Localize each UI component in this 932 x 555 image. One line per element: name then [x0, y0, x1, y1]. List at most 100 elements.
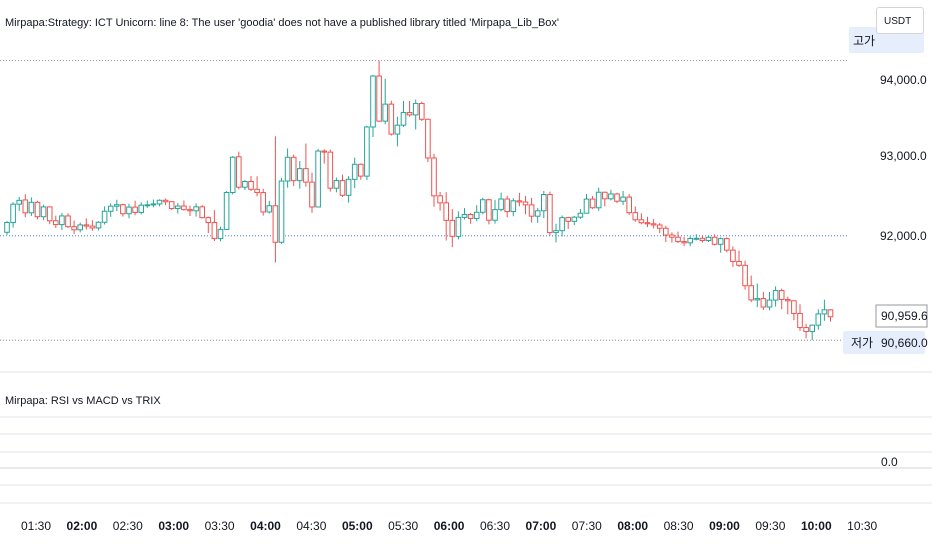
candle-body	[724, 238, 730, 251]
candle-body	[473, 211, 480, 219]
candle-body	[419, 102, 425, 120]
candle-body	[297, 168, 303, 182]
candle-body	[449, 219, 456, 237]
time-tick-label: 07:30	[572, 519, 602, 533]
candle-body	[303, 168, 309, 183]
candle-body	[412, 102, 419, 116]
candle-body	[693, 237, 700, 240]
candle-body	[656, 224, 663, 229]
candle-body	[162, 199, 169, 203]
candle-body	[199, 206, 205, 219]
indicator-pane: 0.0	[0, 416, 932, 486]
price-axis[interactable]: 94,000.0 93,000.0 92,000.0 고가 90,959.6 저…	[843, 27, 928, 354]
candle-body	[248, 181, 254, 190]
candle-body	[431, 157, 437, 197]
candle-body	[315, 150, 321, 208]
candle-body	[547, 194, 553, 234]
candle-body	[138, 204, 144, 213]
candle-body	[687, 238, 694, 244]
candle-body	[278, 180, 285, 243]
candle-body	[791, 300, 797, 314]
candle-body	[144, 204, 151, 207]
time-tick-label: 06:00	[434, 519, 465, 533]
candle-body	[559, 217, 565, 232]
candle-body	[772, 290, 779, 301]
candle-body	[95, 221, 102, 229]
time-axis[interactable]: 01:30 02:00 02:30 03:00 03:30 04:00 04:30 05:00…	[21, 519, 878, 533]
high-label: 고가	[853, 34, 875, 48]
candle-body	[107, 205, 114, 212]
candle-body	[175, 205, 181, 209]
time-tick-label: 10:00	[801, 519, 832, 533]
candle-body	[754, 298, 761, 301]
current-price-badge	[875, 304, 928, 328]
candle-body	[522, 201, 529, 206]
candle-body	[760, 298, 767, 308]
candle-body	[223, 191, 230, 230]
candle-body	[583, 198, 590, 214]
candle-body	[40, 206, 47, 218]
candle-body	[437, 195, 443, 204]
candle-body	[516, 200, 523, 203]
candle-body	[272, 205, 279, 243]
candle-body	[748, 285, 755, 301]
candle-body	[467, 214, 474, 219]
time-tick-label: 02:00	[67, 519, 98, 533]
candle-body	[614, 193, 620, 202]
candle-body	[65, 215, 71, 228]
candle-body	[486, 199, 492, 221]
time-tick-label: 04:00	[250, 519, 281, 533]
candle-body	[168, 201, 175, 209]
candle-body	[632, 212, 639, 221]
time-tick-label: 06:30	[480, 519, 510, 533]
time-tick-label: 03:00	[158, 519, 189, 533]
currency-button[interactable]: USDT	[876, 7, 924, 34]
candle-body	[382, 103, 388, 122]
candle-body	[498, 198, 504, 211]
candle-body	[351, 163, 358, 180]
candle-body	[187, 209, 193, 212]
indicator-axis-tick: 0.0	[881, 455, 898, 469]
candle-body	[711, 236, 718, 245]
time-tick-label: 05:30	[388, 519, 418, 533]
candle-body	[358, 163, 364, 177]
low-price-marker	[843, 331, 925, 354]
candle-body	[785, 298, 791, 302]
candle-body	[150, 203, 157, 206]
candle-body	[321, 150, 327, 153]
candle-body	[821, 309, 828, 315]
candle-body	[83, 224, 90, 227]
candle-body	[260, 192, 266, 213]
candle-body	[717, 238, 724, 245]
time-tick-label: 07:00	[526, 519, 557, 533]
time-tick-label: 09:00	[709, 519, 740, 533]
candle-body	[290, 156, 297, 182]
candle-body	[181, 205, 187, 211]
indicator-pane-title[interactable]: Mirpapa: RSI vs MACD vs TRIX	[5, 395, 161, 407]
candle-body	[71, 226, 77, 231]
candle-body	[400, 112, 407, 126]
candle-body	[504, 198, 510, 213]
candle-body	[528, 204, 535, 217]
candle-body	[541, 194, 547, 212]
candle-body	[126, 206, 132, 215]
time-tick-label: 08:30	[664, 519, 694, 533]
candle-body	[89, 225, 96, 229]
candle-body	[236, 156, 242, 188]
candle-body	[644, 222, 651, 225]
time-tick-label: 10:30	[847, 519, 877, 533]
candle-body	[742, 264, 748, 287]
candle-body	[370, 75, 376, 128]
candle-body	[425, 118, 431, 159]
time-tick-label: 02:30	[113, 519, 143, 533]
candle-body	[406, 112, 413, 116]
candle-body	[211, 222, 218, 240]
candle-body	[339, 180, 346, 196]
candle-body	[675, 236, 681, 243]
strategy-error-header: Mirpapa:Strategy: ICT Unicorn: line 8: T…	[5, 17, 560, 29]
candle-body	[669, 234, 675, 238]
price-tick-label: 92,000.0	[880, 229, 927, 243]
candle-body	[663, 227, 669, 236]
